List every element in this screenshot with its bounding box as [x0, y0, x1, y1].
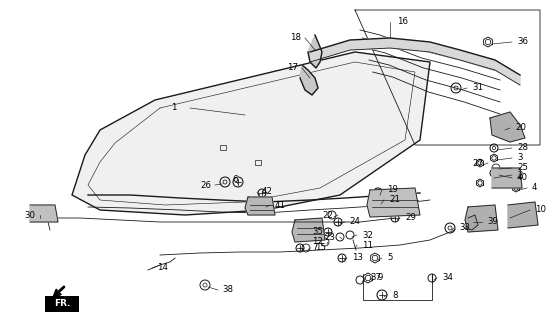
Text: FR.: FR. — [54, 300, 70, 308]
FancyArrowPatch shape — [54, 287, 64, 296]
Text: 24: 24 — [349, 218, 360, 227]
Text: 36: 36 — [517, 37, 528, 46]
Text: 6: 6 — [232, 175, 238, 185]
Polygon shape — [465, 205, 498, 232]
Text: 31: 31 — [472, 84, 483, 92]
Polygon shape — [292, 218, 325, 242]
Text: 21: 21 — [389, 196, 400, 204]
Polygon shape — [72, 52, 430, 215]
Polygon shape — [310, 40, 350, 62]
Polygon shape — [245, 197, 275, 215]
Text: 1: 1 — [172, 103, 177, 113]
Text: 17: 17 — [287, 63, 298, 73]
Polygon shape — [308, 35, 322, 68]
Polygon shape — [300, 65, 318, 95]
Text: 4: 4 — [532, 183, 538, 193]
Text: 3: 3 — [517, 154, 523, 163]
Text: 41: 41 — [275, 201, 286, 210]
Text: 40: 40 — [517, 173, 528, 182]
Polygon shape — [430, 42, 460, 60]
Text: 7: 7 — [312, 244, 318, 252]
Text: 32: 32 — [362, 230, 373, 239]
Polygon shape — [460, 50, 495, 70]
Text: 9: 9 — [377, 274, 382, 283]
Text: 25: 25 — [517, 164, 528, 172]
Text: 37: 37 — [370, 274, 381, 283]
Text: 11: 11 — [362, 241, 373, 250]
Text: 14: 14 — [157, 263, 168, 273]
Text: 16: 16 — [397, 18, 408, 27]
Text: 28: 28 — [517, 143, 528, 153]
Text: 20: 20 — [515, 124, 526, 132]
Polygon shape — [367, 188, 420, 217]
Polygon shape — [350, 38, 390, 50]
Text: 33: 33 — [459, 223, 470, 233]
Text: 19: 19 — [387, 186, 398, 195]
Circle shape — [39, 210, 45, 216]
Text: 10: 10 — [535, 205, 546, 214]
Text: 42: 42 — [262, 188, 273, 196]
Polygon shape — [492, 168, 522, 188]
Text: 15: 15 — [315, 244, 326, 252]
Text: 8: 8 — [392, 291, 397, 300]
Polygon shape — [465, 215, 478, 230]
FancyBboxPatch shape — [45, 296, 79, 312]
Text: 23: 23 — [324, 233, 335, 242]
Text: 12: 12 — [312, 237, 323, 246]
Text: 39: 39 — [487, 218, 498, 227]
Bar — [255, 160, 261, 165]
Text: 35: 35 — [312, 228, 323, 236]
Polygon shape — [508, 202, 538, 228]
Text: 29: 29 — [405, 213, 416, 222]
Text: 34: 34 — [442, 274, 453, 283]
Text: 30: 30 — [24, 211, 35, 220]
Text: 22: 22 — [322, 211, 333, 220]
Text: 2: 2 — [517, 171, 523, 180]
Polygon shape — [30, 205, 58, 222]
Text: 13: 13 — [352, 253, 363, 262]
Bar — [220, 145, 226, 150]
Text: 5: 5 — [387, 253, 392, 262]
Text: 27: 27 — [472, 158, 483, 167]
Text: 26: 26 — [200, 180, 211, 189]
Text: 18: 18 — [290, 34, 301, 43]
Text: 38: 38 — [222, 285, 233, 294]
Polygon shape — [490, 112, 525, 142]
Polygon shape — [390, 38, 430, 52]
Polygon shape — [495, 60, 520, 85]
